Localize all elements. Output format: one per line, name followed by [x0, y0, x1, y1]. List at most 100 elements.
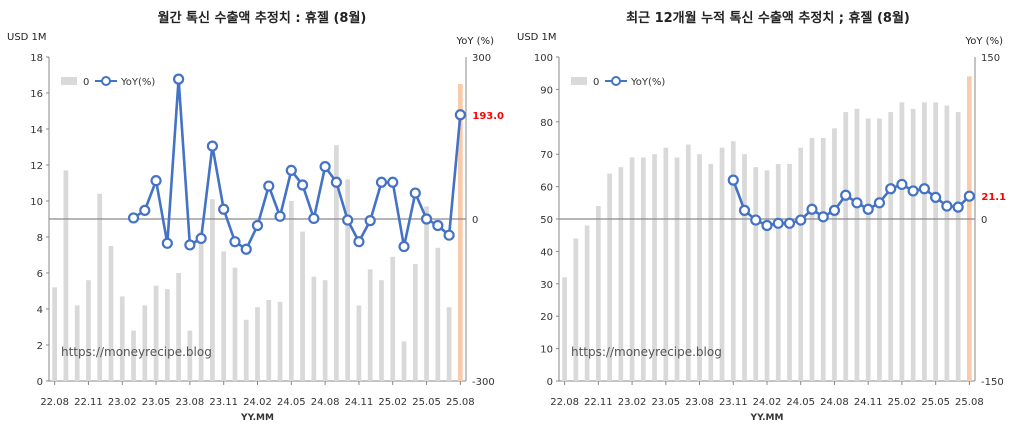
- bar: [663, 147, 669, 381]
- bar: [697, 154, 702, 381]
- y-left-tick-label: 8: [37, 233, 43, 244]
- chart-title: 월간 톡신 수출액 추정치 : 휴젤 (8월): [158, 10, 367, 26]
- y-left-tick-label: 30: [540, 280, 553, 291]
- bar: [843, 112, 849, 381]
- x-tick-label: 23.02: [618, 397, 647, 408]
- yoy-point: [206, 140, 219, 152]
- bar: [809, 138, 815, 381]
- y-left-tick-label: 6: [37, 269, 43, 280]
- y-right-label: YoY (%): [965, 36, 1004, 47]
- yoy-point: [218, 203, 230, 215]
- y-left-tick-label: 0: [547, 377, 553, 388]
- x-tick-label: 24.05: [786, 397, 815, 408]
- bar: [652, 154, 657, 381]
- x-tick-label: 23.05: [142, 397, 171, 408]
- x-tick-label: 22.08: [40, 397, 69, 408]
- yoy-point: [896, 178, 908, 191]
- bar: [775, 163, 781, 381]
- y-right-tick-label: 300: [472, 53, 491, 64]
- bar: [933, 102, 939, 382]
- y-left-tick-label: 10: [540, 345, 553, 356]
- chart-title: 최근 12개월 누적 톡신 수출액 추정치 ; 휴젤 (8월): [626, 10, 910, 26]
- bar: [865, 118, 871, 381]
- x-tick-label: 23.02: [108, 397, 137, 408]
- yoy-point: [772, 217, 784, 229]
- bar: [562, 277, 567, 381]
- yoy-point: [727, 174, 739, 186]
- bar: [221, 251, 227, 381]
- bar: [910, 108, 916, 381]
- x-axis-label: YY.MM: [750, 413, 784, 423]
- bar: [708, 163, 714, 381]
- bar: [187, 330, 193, 381]
- yoy-point: [398, 240, 410, 253]
- bar: [798, 147, 804, 381]
- yoy-point: [907, 185, 919, 197]
- bar: [435, 247, 441, 381]
- yoy-point: [173, 73, 185, 85]
- bar: [334, 145, 339, 381]
- bar: [584, 225, 590, 381]
- y-left-tick-label: 12: [30, 161, 43, 172]
- yoy-point: [443, 229, 455, 241]
- x-tick-label: 23.11: [209, 397, 238, 408]
- yoy-point: [750, 214, 762, 226]
- yoy-point: [375, 176, 388, 188]
- y-left-tick-label: 90: [540, 85, 553, 96]
- yoy-point: [364, 215, 376, 227]
- y-right-label: YoY (%): [456, 36, 495, 47]
- legend-line-label: YoY(%): [120, 77, 155, 88]
- yoy-point: [308, 212, 320, 225]
- legend-bar-label: 0: [593, 77, 599, 88]
- yoy-point: [161, 237, 173, 249]
- yoy-point: [918, 183, 931, 195]
- yoy-point: [139, 204, 151, 216]
- y-right-tick-label: -300: [472, 377, 495, 388]
- bar: [142, 305, 148, 381]
- legend-bar-swatch: [571, 77, 587, 85]
- x-tick-label: 24.05: [277, 397, 306, 408]
- yoy-line: [732, 179, 971, 227]
- x-tick-label: 24.02: [753, 397, 782, 408]
- yoy-point: [150, 175, 162, 187]
- bar: [153, 285, 159, 381]
- yoy-point: [952, 201, 964, 213]
- bar: [63, 170, 69, 381]
- bar: [300, 231, 305, 381]
- bar: [356, 305, 362, 381]
- bar: [446, 307, 452, 381]
- yoy-point: [761, 219, 773, 232]
- x-tick-label: 23.08: [685, 397, 714, 408]
- x-tick-label: 25.05: [921, 397, 950, 408]
- x-tick-label: 25.02: [888, 397, 917, 408]
- bar: [390, 256, 396, 381]
- x-tick-label: 22.08: [550, 397, 579, 408]
- bar: [52, 287, 58, 381]
- bar: [607, 173, 612, 381]
- yoy-point: [795, 214, 807, 226]
- bar: [820, 138, 826, 381]
- bar: [288, 201, 294, 381]
- bar: [266, 300, 272, 381]
- yoy-point: [738, 204, 751, 216]
- yoy-point: [353, 236, 365, 248]
- yoy-point: [783, 217, 796, 229]
- bar: [854, 108, 860, 381]
- bar: [243, 319, 249, 381]
- bar: [322, 280, 328, 381]
- yoy-point: [263, 180, 275, 192]
- y-left-tick-label: 0: [37, 377, 43, 388]
- bar: [640, 157, 646, 381]
- x-tick-label: 25.08: [446, 397, 475, 408]
- bar: [86, 280, 91, 381]
- y-left-tick-label: 16: [30, 89, 43, 100]
- x-tick-label: 24.08: [311, 397, 340, 408]
- chart-1: 월간 톡신 수출액 추정치 : 휴젤 (8월) USD 1M YoY (%) 0 2 4 6…: [7, 10, 504, 423]
- bar: [922, 102, 927, 382]
- yoy-point: [409, 187, 421, 199]
- bar: [311, 276, 317, 381]
- yoy-point: [127, 212, 140, 224]
- y-right-tick-label: -150: [981, 377, 1004, 388]
- yoy-point: [432, 219, 444, 232]
